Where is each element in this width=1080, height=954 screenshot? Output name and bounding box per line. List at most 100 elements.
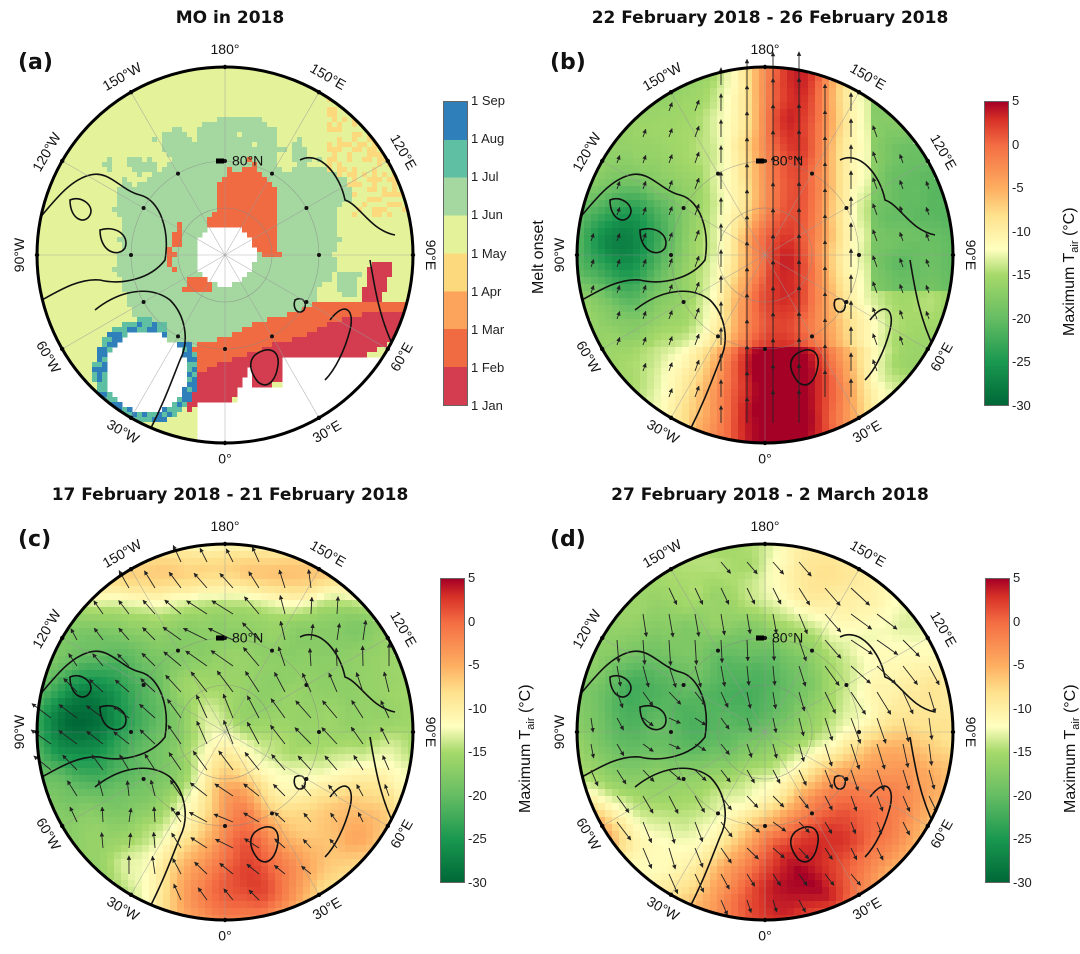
wind-arrow <box>824 587 841 606</box>
wind-arrow <box>274 671 286 693</box>
wind-arrow <box>798 821 810 833</box>
wind-arrow <box>798 795 809 809</box>
wind-arrow <box>309 596 314 615</box>
wind-arrow <box>925 310 930 320</box>
wind-arrow <box>211 600 234 615</box>
wind-arrow <box>899 231 904 242</box>
wind-arrow <box>243 783 260 797</box>
wind-arrow <box>772 561 785 575</box>
wind-arrow <box>216 670 234 693</box>
wind-arrow <box>223 719 234 745</box>
wind-arrow <box>798 665 807 687</box>
wind-arrow <box>590 717 595 733</box>
wind-arrow <box>244 838 260 849</box>
wind-arrow <box>642 691 654 707</box>
wind-arrow <box>872 281 878 294</box>
wind-arrow <box>694 847 704 868</box>
wind-arrow <box>642 284 647 294</box>
wind-arrow <box>876 717 887 744</box>
wind-arrow <box>58 704 78 719</box>
wind-arrow <box>872 229 878 242</box>
panel-c-coastline <box>249 826 279 863</box>
wind-arrow <box>772 613 778 634</box>
wind-arrow <box>642 310 647 320</box>
wind-arrow <box>97 779 104 797</box>
wind-arrow <box>902 795 911 813</box>
wind-arrow <box>140 678 156 693</box>
wind-arrow <box>225 548 234 563</box>
wind-arrow <box>798 587 811 606</box>
colorbar-tick-label: 1 May <box>471 245 507 261</box>
wind-arrow <box>243 647 260 667</box>
wind-arrow <box>899 309 904 320</box>
wind-arrow <box>246 721 260 745</box>
wind-arrow <box>928 691 937 714</box>
wind-arrow <box>694 665 702 688</box>
colorbar-tick-label: 0 <box>1012 136 1020 152</box>
wind-arrow <box>62 754 78 771</box>
wind-arrow <box>824 717 834 741</box>
wind-arrow <box>772 899 778 913</box>
wind-arrow <box>616 795 630 814</box>
wind-arrow <box>925 284 930 294</box>
wind-arrow <box>694 769 707 782</box>
wind-arrow <box>642 769 655 782</box>
wind-arrow <box>850 821 857 835</box>
wind-arrow <box>720 665 727 687</box>
wind-arrow <box>245 670 260 693</box>
wind-arrow <box>720 899 728 916</box>
longitude-label: 0° <box>758 451 771 467</box>
wind-arrow <box>876 613 898 630</box>
panel-b-coastline <box>839 157 936 236</box>
colorbar-tick-label: -20 <box>1013 787 1032 803</box>
wind-arrow <box>824 795 833 811</box>
wind-arrow <box>112 705 130 719</box>
wind-arrow <box>746 821 761 833</box>
wind-arrow <box>616 691 624 709</box>
wind-arrow <box>219 573 234 589</box>
wind-arrow <box>772 847 785 859</box>
wind-arrow <box>876 769 885 792</box>
panel-a-coastline <box>299 157 396 236</box>
panel-d-coastline <box>639 705 667 731</box>
wind-arrow <box>668 284 673 294</box>
panel-a: MO in 2018 (a) 180° 150°E 120°E 90°E 60°E 30°… <box>0 0 547 477</box>
wind-arrow <box>798 691 806 712</box>
wind-arrow <box>720 587 730 605</box>
longitude-label: 180° <box>211 518 240 534</box>
wind-arrow <box>167 698 182 719</box>
colorbar-tick-label: -5 <box>468 657 480 673</box>
wind-arrow <box>242 622 260 641</box>
panel-b: 22 February 2018 - 26 February 2018 (b) … <box>540 0 1080 477</box>
panel-c: 17 February 2018 - 21 February 2018 (c) … <box>0 477 540 954</box>
wind-arrow <box>616 639 621 663</box>
wind-arrow <box>590 259 595 268</box>
wind-arrow <box>119 754 130 771</box>
colorbar-tick-label: -15 <box>468 744 487 760</box>
wind-arrow <box>301 865 312 875</box>
colorbar-tick-label: -10 <box>468 700 487 716</box>
wind-arrow <box>616 259 621 268</box>
wind-arrow <box>694 821 704 843</box>
colorbar-gradient <box>440 578 465 883</box>
wind-arrow <box>170 806 182 823</box>
wind-arrow <box>719 639 725 664</box>
wind-arrow <box>210 650 234 667</box>
wind-arrow <box>642 743 654 752</box>
wind-arrow <box>902 665 918 685</box>
wind-arrow <box>99 832 105 849</box>
wind-arrow <box>218 750 234 771</box>
wind-arrow <box>382 755 390 771</box>
panel-c-coastline <box>299 634 396 713</box>
wind-arrow <box>720 769 731 783</box>
wind-arrow <box>171 832 182 849</box>
latitude-label: 80°N <box>232 153 263 169</box>
wind-arrow <box>590 769 599 787</box>
wind-arrow <box>746 691 752 709</box>
wind-arrow <box>850 795 858 812</box>
longitude-label: 90°E <box>963 240 979 271</box>
wind-arrow <box>274 838 286 849</box>
wind-arrow <box>297 755 312 771</box>
wind-arrow <box>720 613 727 636</box>
wind-arrow <box>824 691 836 714</box>
